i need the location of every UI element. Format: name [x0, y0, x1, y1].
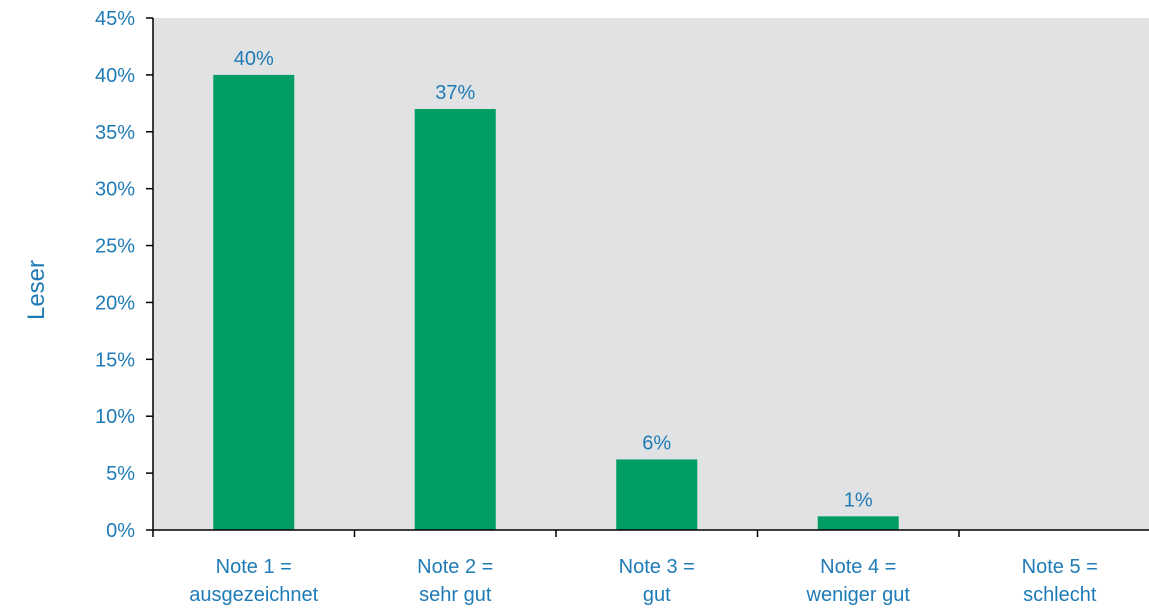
- bar-1: [213, 74, 295, 530]
- y-tick-label: 45%: [95, 8, 135, 30]
- bar-4: [817, 516, 899, 530]
- y-tick-label: 40%: [95, 65, 135, 87]
- x-tick-label-line: Note 1 =: [216, 556, 292, 578]
- y-tick-label: 5%: [106, 463, 135, 485]
- y-tick-label: 30%: [95, 179, 135, 201]
- data-label-3: 6%: [642, 432, 671, 454]
- data-labels-group: 40% 37% 6% 1%: [234, 48, 873, 511]
- y-tick-labels-group: 0% 5% 10% 15% 20% 25% 30% 35% 40% 45%: [95, 8, 135, 542]
- x-tick-label-2: Note 2 = sehr gut: [417, 556, 493, 606]
- bar-3: [616, 459, 698, 530]
- x-tick-label-1: Note 1 = ausgezeichnet: [189, 556, 318, 606]
- data-label-1: 40%: [234, 48, 274, 70]
- y-axis-title: Leser: [23, 260, 50, 320]
- x-tick-label-line: Note 2 =: [417, 556, 493, 578]
- x-tick-label-line: Note 5 =: [1022, 556, 1098, 578]
- y-tick-label: 0%: [106, 520, 135, 542]
- x-tick-label-line: ausgezeichnet: [189, 584, 318, 606]
- x-tick-label-line: gut: [643, 584, 671, 606]
- x-tick-label-4: Note 4 = weniger gut: [806, 556, 911, 606]
- data-label-4: 1%: [844, 489, 873, 511]
- y-tick-label: 10%: [95, 406, 135, 428]
- x-tick-label-line: Note 4 =: [820, 556, 896, 578]
- x-tick-label-line: sehr gut: [419, 584, 492, 606]
- plot-area: [153, 18, 1149, 530]
- x-tick-label-line: schlecht: [1023, 584, 1097, 606]
- y-tick-label: 25%: [95, 236, 135, 258]
- axes-group: [146, 17, 1149, 537]
- y-tick-label: 20%: [95, 292, 135, 314]
- x-tick-label-3: Note 3 = gut: [619, 556, 695, 606]
- y-tick-label: 15%: [95, 349, 135, 371]
- x-tick-label-line: weniger gut: [806, 584, 911, 606]
- bar-2: [414, 109, 496, 531]
- data-label-2: 37%: [435, 82, 475, 104]
- y-tick-label: 35%: [95, 122, 135, 144]
- x-tick-label-line: Note 3 =: [619, 556, 695, 578]
- bars-group: [213, 74, 899, 531]
- x-tick-label-5: Note 5 = schlecht: [1022, 556, 1098, 606]
